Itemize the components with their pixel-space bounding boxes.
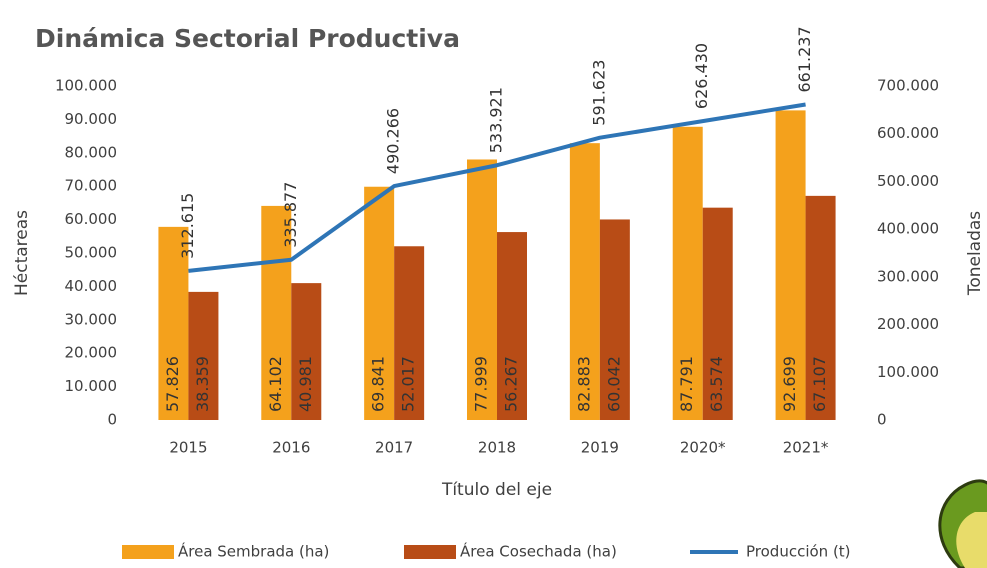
bar	[569, 143, 600, 420]
bar	[188, 291, 219, 420]
x-tick-label: 2017	[375, 439, 413, 457]
bar	[672, 126, 703, 420]
y2-tick-label: 300.000	[877, 267, 939, 285]
bar	[261, 205, 292, 420]
line-value-label: 661.237	[795, 26, 814, 92]
line-value-label: 591.623	[589, 60, 608, 126]
bar-value-label: 52.017	[399, 356, 418, 412]
bar	[467, 159, 497, 420]
y2-tick-label: 400.000	[877, 220, 939, 238]
y-tick-label: 10.000	[65, 377, 118, 395]
y2-tick-label: 600.000	[877, 124, 939, 142]
x-tick-label: 2015	[169, 439, 207, 457]
bar-value-label: 56.267	[502, 356, 521, 412]
legend-label: Producción (t)	[746, 543, 851, 561]
chart-title: Dinámica Sectorial Productiva	[35, 24, 460, 53]
y2-tick-label: 100.000	[877, 363, 939, 381]
bar-value-label: 63.574	[707, 356, 726, 412]
y-tick-label: 90.000	[65, 110, 118, 128]
x-tick-label: 2016	[272, 439, 310, 457]
y2-tick-label: 200.000	[877, 315, 939, 333]
y-tick-label: 100.000	[55, 77, 117, 95]
line-value-label: 335.877	[281, 182, 300, 248]
bar	[394, 246, 425, 420]
bar	[702, 207, 733, 420]
bar	[775, 110, 806, 420]
x-tick-label: 2018	[478, 439, 516, 457]
y-tick-label: 70.000	[65, 177, 118, 195]
bar	[497, 232, 527, 420]
bar	[158, 226, 189, 420]
bar-value-label: 77.999	[472, 356, 491, 412]
legend-swatch	[404, 545, 456, 559]
bar-value-label: 64.102	[266, 356, 285, 412]
bar	[599, 219, 630, 420]
x-axis-label: Título del eje	[441, 480, 552, 500]
avocado-icon	[938, 479, 987, 568]
y2-tick-label: 0	[877, 411, 887, 429]
bar-value-label: 69.841	[369, 356, 388, 412]
bar-value-label: 40.981	[296, 356, 315, 412]
bar-value-label: 82.883	[574, 356, 593, 412]
line-value-label: 626.430	[692, 43, 711, 109]
y2-axis-label: Toneladas	[965, 211, 985, 296]
bar-value-label: 60.042	[604, 356, 623, 412]
line-value-label: 490.266	[384, 108, 403, 174]
bar-value-label: 57.826	[163, 356, 182, 412]
y-tick-label: 50.000	[65, 244, 118, 262]
bar-value-label: 38.359	[193, 356, 212, 412]
bar	[805, 195, 836, 420]
y-tick-label: 0	[107, 411, 117, 429]
y-tick-label: 80.000	[65, 143, 118, 161]
bar	[364, 186, 395, 420]
x-tick-label: 2019	[581, 439, 619, 457]
legend-swatch	[122, 545, 174, 559]
line-value-label: 312.615	[178, 193, 197, 259]
y-tick-label: 30.000	[65, 310, 118, 328]
x-tick-label: 2021*	[783, 439, 829, 457]
bar-value-label: 92.699	[780, 356, 799, 412]
bar-value-label: 67.107	[810, 356, 829, 412]
bar-value-label: 87.791	[677, 356, 696, 412]
y-tick-label: 20.000	[65, 344, 118, 362]
y2-tick-label: 700.000	[877, 77, 939, 95]
line	[188, 102, 806, 273]
legend-label: Área Cosechada (ha)	[460, 542, 617, 561]
y2-tick-label: 500.000	[877, 172, 939, 190]
y-tick-label: 40.000	[65, 277, 118, 295]
legend-label: Área Sembrada (ha)	[178, 542, 329, 561]
y-tick-label: 60.000	[65, 210, 118, 228]
line-value-label: 533.921	[487, 87, 506, 153]
bar	[291, 283, 322, 420]
y-axis-label: Héctareas	[12, 210, 32, 296]
x-tick-label: 2020*	[680, 439, 726, 457]
